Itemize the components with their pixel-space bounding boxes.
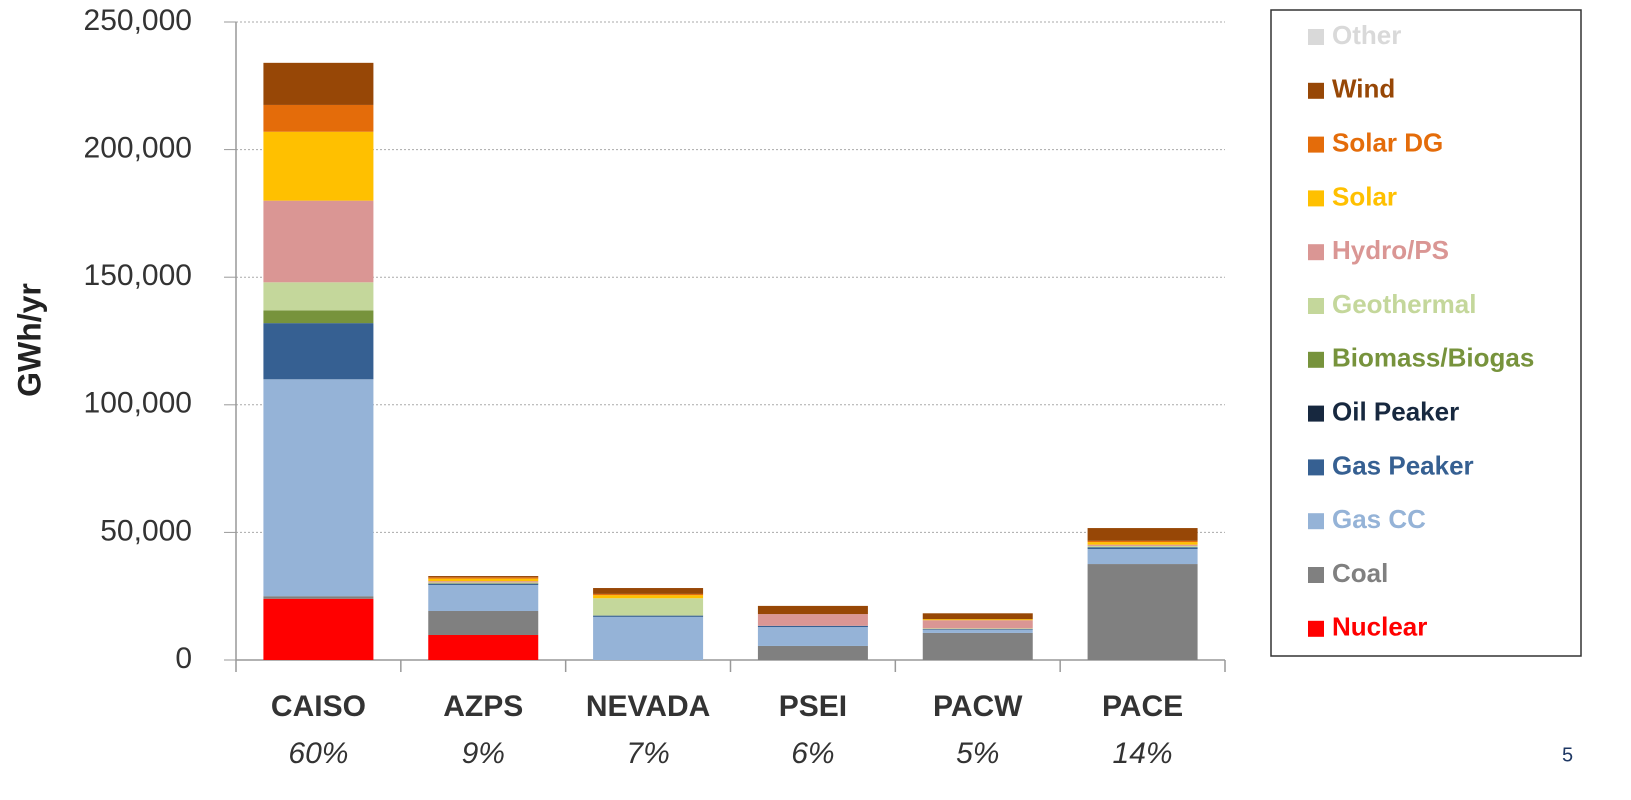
legend-swatch bbox=[1308, 405, 1324, 422]
legend-swatch bbox=[1308, 29, 1324, 45]
bar-segment bbox=[1087, 528, 1198, 541]
bar-segment bbox=[428, 583, 539, 585]
bar-segment bbox=[757, 614, 868, 626]
y-tick-label: 100,000 bbox=[84, 387, 192, 420]
legend-label: Other bbox=[1332, 20, 1401, 50]
legend-swatch bbox=[1308, 513, 1324, 530]
bar-segment bbox=[922, 628, 1033, 630]
legend-label: Hydro/PS bbox=[1332, 235, 1449, 265]
legend-label: Nuclear bbox=[1332, 612, 1427, 642]
legend-swatch bbox=[1308, 351, 1324, 368]
y-tick-label: 150,000 bbox=[84, 259, 192, 292]
bar-segment bbox=[593, 598, 704, 616]
bar-segment bbox=[263, 379, 374, 597]
bar-segment bbox=[922, 629, 1033, 633]
bar-segment bbox=[428, 578, 539, 582]
bar-segment bbox=[428, 611, 539, 635]
y-tick-label: 0 bbox=[175, 642, 192, 675]
bar-segment bbox=[263, 310, 374, 324]
legend-label: Coal bbox=[1332, 558, 1388, 588]
bar-segment bbox=[263, 131, 374, 201]
bar-segment bbox=[922, 620, 1033, 629]
y-tick-label: 50,000 bbox=[100, 514, 192, 547]
x-tick-label: NEVADA bbox=[586, 690, 710, 723]
page-number: 5 bbox=[1562, 744, 1573, 766]
category-share: 7% bbox=[626, 737, 669, 770]
x-tick-label: CAISO bbox=[271, 690, 366, 723]
legend-swatch bbox=[1308, 567, 1324, 583]
legend-swatch bbox=[1308, 136, 1324, 153]
bar-segment bbox=[263, 323, 374, 380]
x-tick-label: PSEI bbox=[779, 690, 847, 723]
x-tick-label: AZPS bbox=[443, 690, 523, 723]
category-share: 6% bbox=[791, 737, 834, 770]
bar-segment bbox=[593, 595, 704, 599]
bar-segment bbox=[593, 616, 704, 660]
bar-segment bbox=[593, 588, 704, 594]
bar-segment bbox=[922, 619, 1033, 621]
legend-swatch bbox=[1308, 459, 1324, 476]
bar-segment bbox=[1087, 542, 1198, 545]
bar-segment bbox=[428, 576, 539, 578]
bar-segment bbox=[428, 581, 539, 583]
bar-segment bbox=[1087, 545, 1198, 548]
bar-segment bbox=[263, 104, 374, 132]
bar-segment bbox=[922, 613, 1033, 620]
bar-segment bbox=[428, 577, 539, 579]
bar-segment bbox=[593, 615, 704, 617]
bar-segment bbox=[428, 634, 539, 660]
bar-segment bbox=[263, 200, 374, 283]
category-share: 5% bbox=[956, 737, 999, 770]
y-axis-label: GWh/yr bbox=[11, 283, 47, 397]
legend-swatch bbox=[1308, 620, 1324, 637]
bar-segment bbox=[1087, 540, 1198, 543]
bar-segment bbox=[263, 598, 374, 660]
bar-segment bbox=[757, 645, 868, 660]
legend-label: Biomass/Biogas bbox=[1332, 343, 1534, 373]
bar-segment bbox=[428, 583, 539, 584]
bar-segment bbox=[593, 593, 704, 596]
bar-segment bbox=[1087, 547, 1198, 549]
legend-swatch bbox=[1308, 298, 1324, 314]
bar-segment bbox=[757, 605, 868, 615]
legend-swatch bbox=[1308, 82, 1324, 99]
legend-label: Solar bbox=[1332, 181, 1397, 211]
legend-label: Solar DG bbox=[1332, 127, 1443, 157]
bar-segment bbox=[263, 282, 374, 311]
x-tick-label: PACE bbox=[1102, 690, 1183, 723]
category-share: 14% bbox=[1113, 737, 1173, 770]
bar-segment bbox=[428, 584, 539, 612]
legend-swatch bbox=[1308, 244, 1324, 261]
bar-segment bbox=[922, 629, 1033, 630]
bar-segment bbox=[428, 582, 539, 584]
bar-segment bbox=[1087, 544, 1198, 546]
legend-label: Gas CC bbox=[1332, 504, 1426, 534]
legend-swatch bbox=[1308, 190, 1324, 207]
y-tick-label: 200,000 bbox=[84, 132, 192, 165]
legend-box bbox=[1270, 9, 1582, 657]
legend-label: Wind bbox=[1332, 74, 1395, 104]
x-tick-label: PACW bbox=[933, 690, 1023, 723]
legend-label: Oil Peaker bbox=[1332, 396, 1459, 426]
bar-segment bbox=[1087, 548, 1198, 565]
category-share: 9% bbox=[462, 737, 505, 770]
bar-segment bbox=[263, 596, 374, 599]
legend-label: Geothermal bbox=[1332, 289, 1477, 319]
bar-segment bbox=[263, 62, 374, 105]
y-tick-label: 250,000 bbox=[84, 4, 192, 37]
bar-segment bbox=[1087, 564, 1198, 660]
bar-segment bbox=[757, 625, 868, 628]
bar-segment bbox=[757, 627, 868, 646]
bar-segment bbox=[922, 632, 1033, 660]
legend-label: Gas Peaker bbox=[1332, 450, 1474, 480]
category-share: 60% bbox=[288, 737, 348, 770]
